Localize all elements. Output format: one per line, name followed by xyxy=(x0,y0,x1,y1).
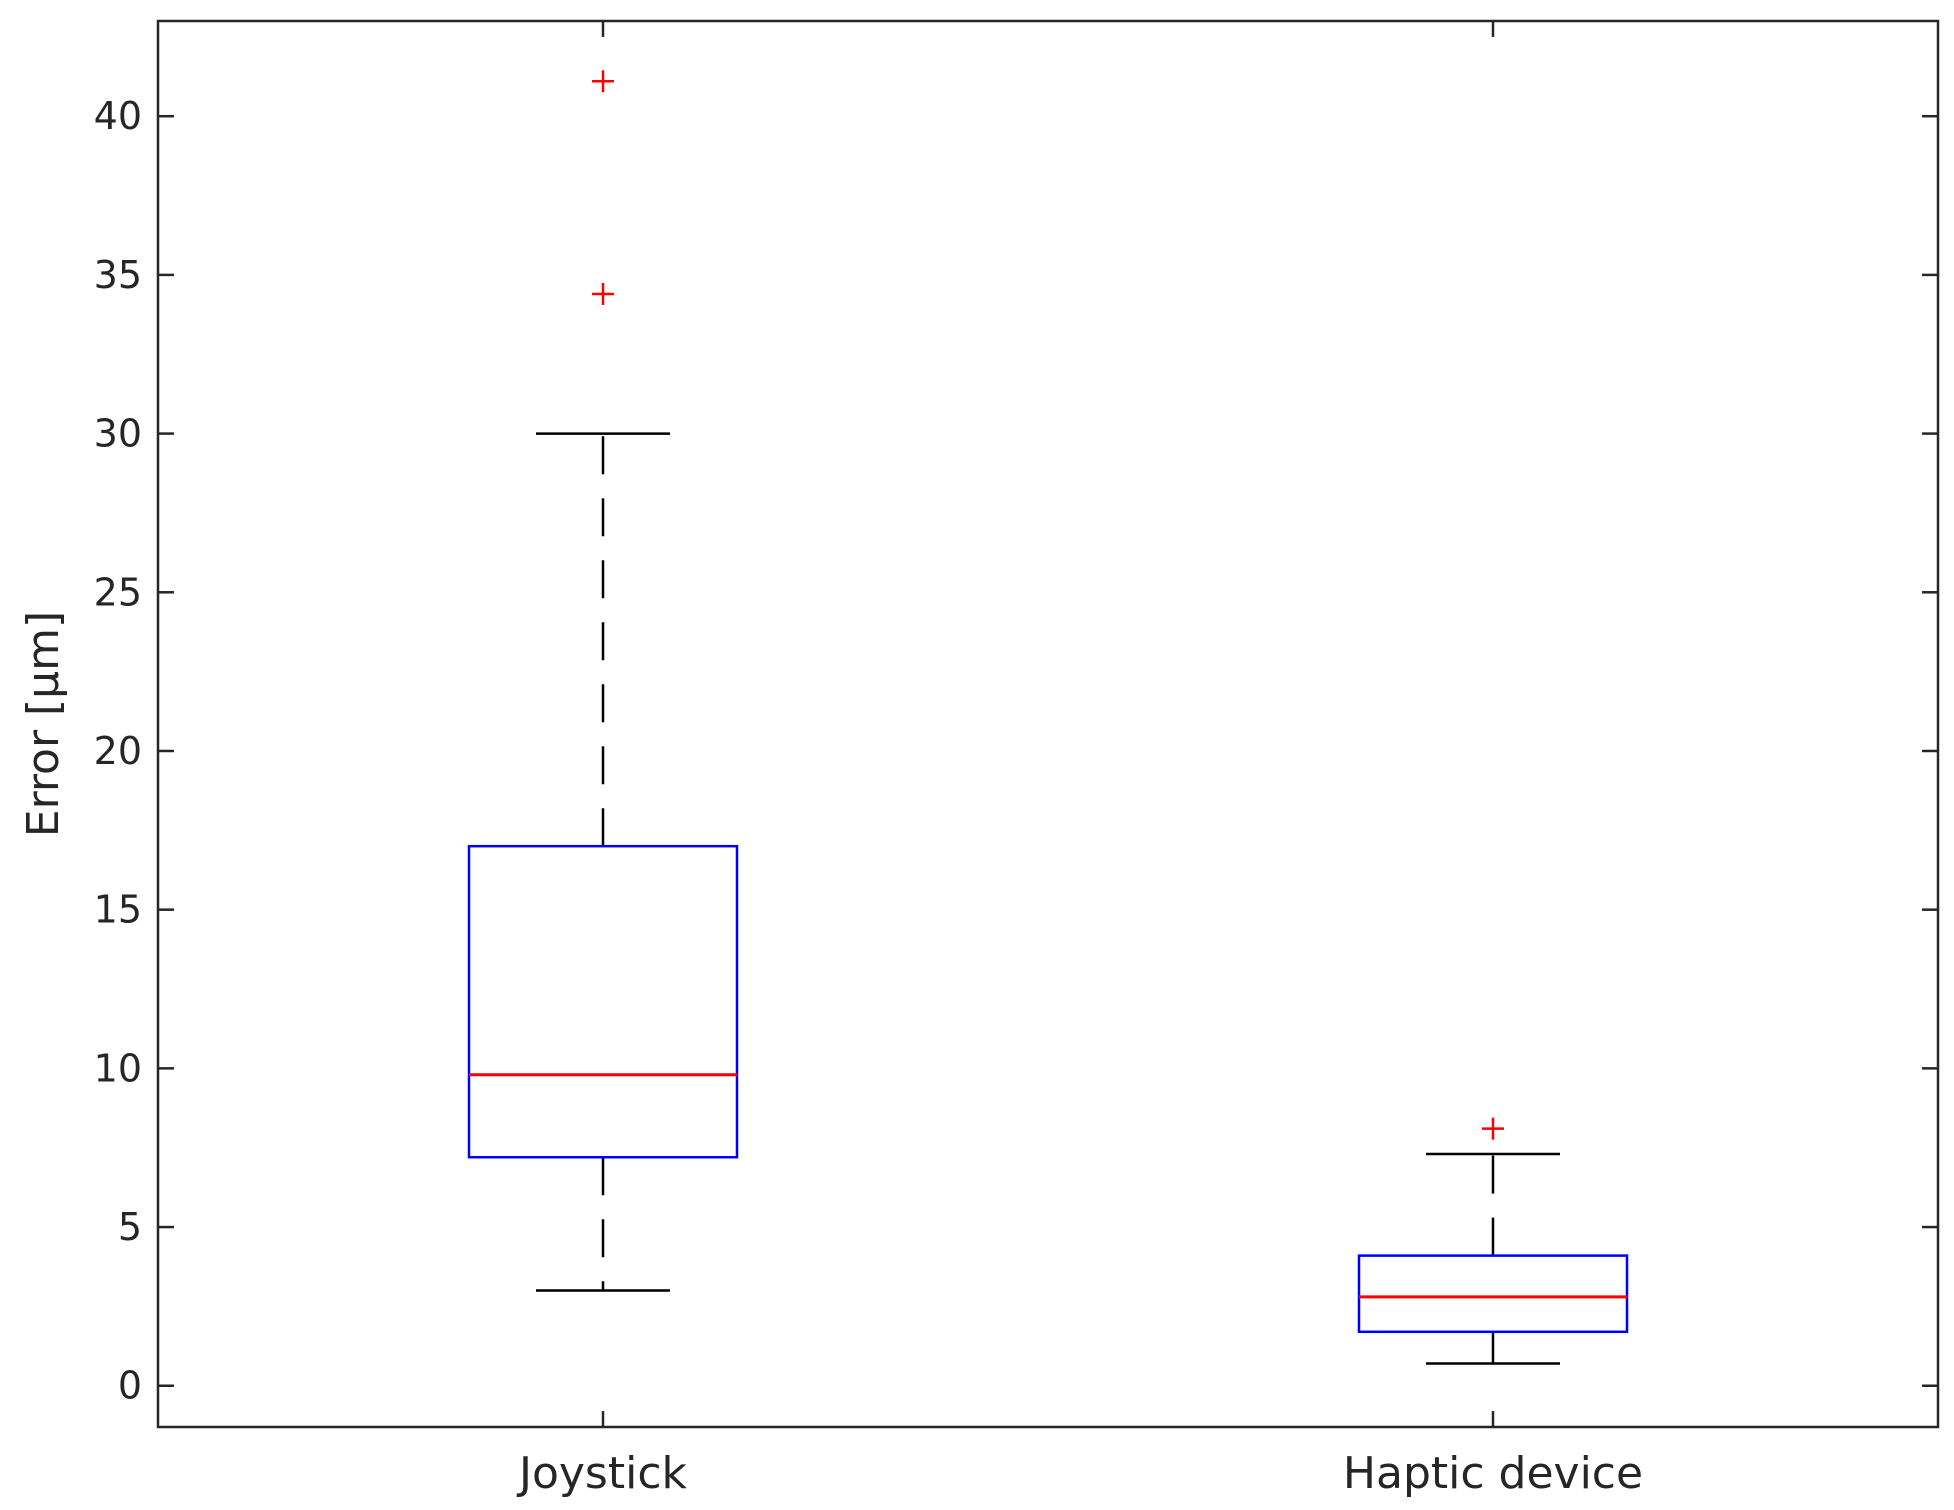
y-axis-label: Error [µm] xyxy=(18,611,69,837)
y-tick-label: 30 xyxy=(94,412,142,456)
outlier-marker xyxy=(592,282,614,305)
x-tick-label: Haptic device xyxy=(1343,1448,1643,1499)
plot-background xyxy=(158,21,1938,1427)
outlier-marker xyxy=(592,70,614,93)
iqr-box xyxy=(1357,1254,1629,1334)
boxes-layer xyxy=(467,70,1629,1365)
ticks-layer: 0 5 10 15 20 25 30 35 40 Joystick Haptic device xyxy=(94,21,1938,1499)
y-tick-label: 25 xyxy=(94,570,142,614)
y-tick-label: 5 xyxy=(118,1205,142,1249)
outlier-marker xyxy=(1482,1117,1504,1140)
y-tick-label: 35 xyxy=(94,253,142,297)
x-tick-label: Joystick xyxy=(516,1448,688,1499)
plot-frame xyxy=(156,19,1940,1429)
box-group xyxy=(1357,1117,1629,1365)
y-tick-label: 40 xyxy=(94,94,142,138)
y-tick-label: 15 xyxy=(94,888,142,932)
y-tick-label: 20 xyxy=(94,729,142,773)
y-tick-label: 10 xyxy=(94,1046,142,1090)
y-tick-label: 0 xyxy=(118,1364,142,1408)
box-group xyxy=(467,70,739,1292)
iqr-box xyxy=(467,844,739,1159)
